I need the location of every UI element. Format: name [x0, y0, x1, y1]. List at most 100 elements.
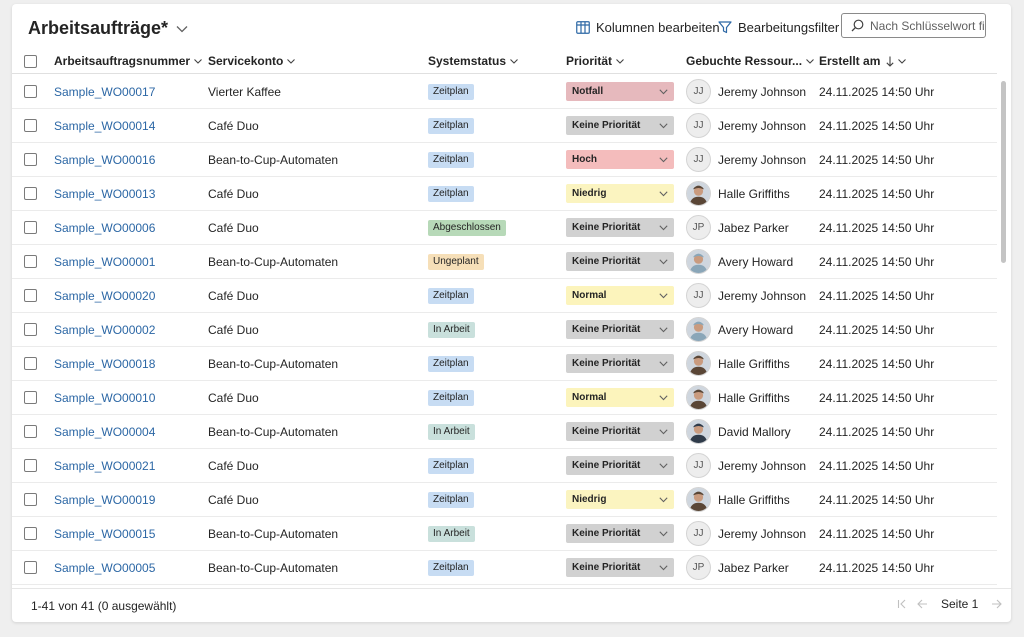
- priority-dropdown[interactable]: Keine Priorität: [566, 558, 674, 577]
- work-order-link[interactable]: Sample_WO00018: [54, 356, 156, 371]
- work-order-link[interactable]: Sample_WO00021: [54, 458, 156, 473]
- row-checkbox[interactable]: [24, 459, 37, 472]
- column-header-created[interactable]: Erstellt am: [819, 54, 907, 68]
- work-order-link[interactable]: Sample_WO00019: [54, 492, 156, 507]
- row-checkbox[interactable]: [24, 561, 37, 574]
- search-input[interactable]: Nach Schlüsselwort fi...: [841, 13, 986, 38]
- created-date: 24.11.2025 14:50 Uhr: [819, 254, 935, 269]
- table-row[interactable]: Sample_WO00013 Café Duo Zeitplan Niedrig Hal…: [12, 177, 997, 211]
- avatar: [686, 181, 711, 206]
- column-header-status[interactable]: Systemstatus: [428, 54, 518, 68]
- avatar: JJ: [686, 147, 711, 172]
- first-page-icon[interactable]: [897, 599, 907, 609]
- previous-page-icon[interactable]: [917, 599, 928, 609]
- priority-dropdown[interactable]: Normal: [566, 286, 674, 305]
- table-row[interactable]: Sample_WO00002 Café Duo In Arbeit Keine Pri…: [12, 313, 997, 347]
- row-checkbox[interactable]: [24, 85, 37, 98]
- work-order-link[interactable]: Sample_WO00002: [54, 322, 156, 337]
- person-photo-icon: [687, 250, 710, 273]
- row-checkbox[interactable]: [24, 119, 37, 132]
- priority-dropdown[interactable]: Keine Priorität: [566, 422, 674, 441]
- status-badge: Zeitplan: [428, 83, 474, 100]
- priority-dropdown[interactable]: Niedrig: [566, 184, 674, 203]
- table-row[interactable]: Sample_WO00020 Café Duo Zeitplan Normal JJ Je…: [12, 279, 997, 313]
- priority-dropdown[interactable]: Normal: [566, 388, 674, 407]
- scrollbar-thumb[interactable]: [1001, 81, 1006, 263]
- work-order-link[interactable]: Sample_WO00010: [54, 390, 156, 405]
- work-order-link[interactable]: Sample_WO00013: [54, 186, 156, 201]
- row-checkbox[interactable]: [24, 187, 37, 200]
- next-page-icon[interactable]: [991, 599, 1003, 609]
- table-row[interactable]: Sample_WO00015 Bean-to-Cup-Automaten In Ar…: [12, 517, 997, 551]
- work-order-link[interactable]: Sample_WO00016: [54, 152, 156, 167]
- row-checkbox[interactable]: [24, 153, 37, 166]
- priority-dropdown[interactable]: Keine Priorität: [566, 524, 674, 543]
- table-row[interactable]: Sample_WO00021 Café Duo Zeitplan Keine Prio…: [12, 449, 997, 483]
- select-all-checkbox[interactable]: [24, 55, 37, 68]
- priority-value: Keine Priorität: [572, 562, 641, 573]
- chevron-down-icon: [659, 326, 668, 333]
- row-checkbox[interactable]: [24, 255, 37, 268]
- table-row[interactable]: Sample_WO00017 Vierter Kaffee Zeitplan Notf…: [12, 75, 997, 109]
- chevron-down-icon: [659, 462, 668, 469]
- resource-name: Jeremy Johnson: [718, 84, 807, 99]
- priority-dropdown[interactable]: Keine Priorität: [566, 116, 674, 135]
- column-label: Servicekonto: [208, 54, 284, 68]
- work-order-link[interactable]: Sample_WO00017: [54, 84, 156, 99]
- priority-value: Keine Priorität: [572, 120, 641, 131]
- chevron-down-icon[interactable]: [176, 25, 188, 33]
- column-header-account[interactable]: Servicekonto: [208, 54, 296, 68]
- service-account: Café Duo: [208, 288, 259, 303]
- row-checkbox[interactable]: [24, 493, 37, 506]
- table-row[interactable]: Sample_WO00006 Café Duo Abgeschlossen Keine…: [12, 211, 997, 245]
- work-order-link[interactable]: Sample_WO00006: [54, 220, 156, 235]
- work-order-link[interactable]: Sample_WO00004: [54, 424, 156, 439]
- edit-filter-button[interactable]: Bearbeitungsfilter: [718, 20, 839, 35]
- table-row[interactable]: Sample_WO00001 Bean-to-Cup-Automaten Ungep…: [12, 245, 997, 279]
- priority-dropdown[interactable]: Keine Priorität: [566, 252, 674, 271]
- priority-dropdown[interactable]: Niedrig: [566, 490, 674, 509]
- status-badge: In Arbeit: [428, 525, 475, 542]
- priority-dropdown[interactable]: Keine Priorität: [566, 456, 674, 475]
- status-badge: Zeitplan: [428, 185, 474, 202]
- table-row[interactable]: Sample_WO00004 Bean-to-Cup-Automaten In Ar…: [12, 415, 997, 449]
- column-header-number[interactable]: Arbeitsauftragsnummer: [54, 54, 202, 68]
- chevron-down-icon: [659, 156, 668, 163]
- work-order-link[interactable]: Sample_WO00001: [54, 254, 156, 269]
- row-checkbox[interactable]: [24, 221, 37, 234]
- row-checkbox[interactable]: [24, 527, 37, 540]
- priority-value: Normal: [572, 392, 607, 403]
- priority-dropdown[interactable]: Notfall: [566, 82, 674, 101]
- work-order-link[interactable]: Sample_WO00005: [54, 560, 156, 575]
- table-row[interactable]: Sample_WO00014 Café Duo Zeitplan Keine Prio…: [12, 109, 997, 143]
- priority-dropdown[interactable]: Keine Priorität: [566, 354, 674, 373]
- priority-dropdown[interactable]: Keine Priorität: [566, 218, 674, 237]
- column-header-priority[interactable]: Priorität: [566, 54, 624, 68]
- service-account: Café Duo: [208, 492, 259, 507]
- table-row[interactable]: Sample_WO00019 Café Duo Zeitplan Niedrig Hal…: [12, 483, 997, 517]
- chevron-down-icon: [659, 190, 668, 197]
- table-row[interactable]: Sample_WO00018 Bean-to-Cup-Automaten Zeitp…: [12, 347, 997, 381]
- view-title[interactable]: Arbeitsaufträge*: [28, 18, 188, 39]
- row-checkbox[interactable]: [24, 323, 37, 336]
- column-label: Systemstatus: [428, 54, 507, 68]
- work-order-link[interactable]: Sample_WO00020: [54, 288, 156, 303]
- edit-columns-button[interactable]: Kolumnen bearbeiten: [576, 20, 720, 35]
- service-account: Bean-to-Cup-Automaten: [208, 424, 339, 439]
- priority-dropdown[interactable]: Hoch: [566, 150, 674, 169]
- priority-value: Keine Priorität: [572, 222, 641, 233]
- priority-dropdown[interactable]: Keine Priorität: [566, 320, 674, 339]
- row-checkbox[interactable]: [24, 289, 37, 302]
- vertical-scrollbar[interactable]: [1000, 77, 1007, 585]
- table-row[interactable]: Sample_WO00005 Bean-to-Cup-Automaten Zeitp…: [12, 551, 997, 585]
- resource-name: Halle Griffiths: [718, 356, 790, 371]
- work-order-link[interactable]: Sample_WO00015: [54, 526, 156, 541]
- table-row[interactable]: Sample_WO00016 Bean-to-Cup-Automaten Zeitp…: [12, 143, 997, 177]
- row-checkbox[interactable]: [24, 391, 37, 404]
- resource-name: Jeremy Johnson: [718, 526, 807, 541]
- column-header-resource[interactable]: Gebuchte Ressour...: [686, 54, 814, 68]
- table-row[interactable]: Sample_WO00010 Café Duo Zeitplan Normal Hall…: [12, 381, 997, 415]
- row-checkbox[interactable]: [24, 425, 37, 438]
- row-checkbox[interactable]: [24, 357, 37, 370]
- work-order-link[interactable]: Sample_WO00014: [54, 118, 156, 133]
